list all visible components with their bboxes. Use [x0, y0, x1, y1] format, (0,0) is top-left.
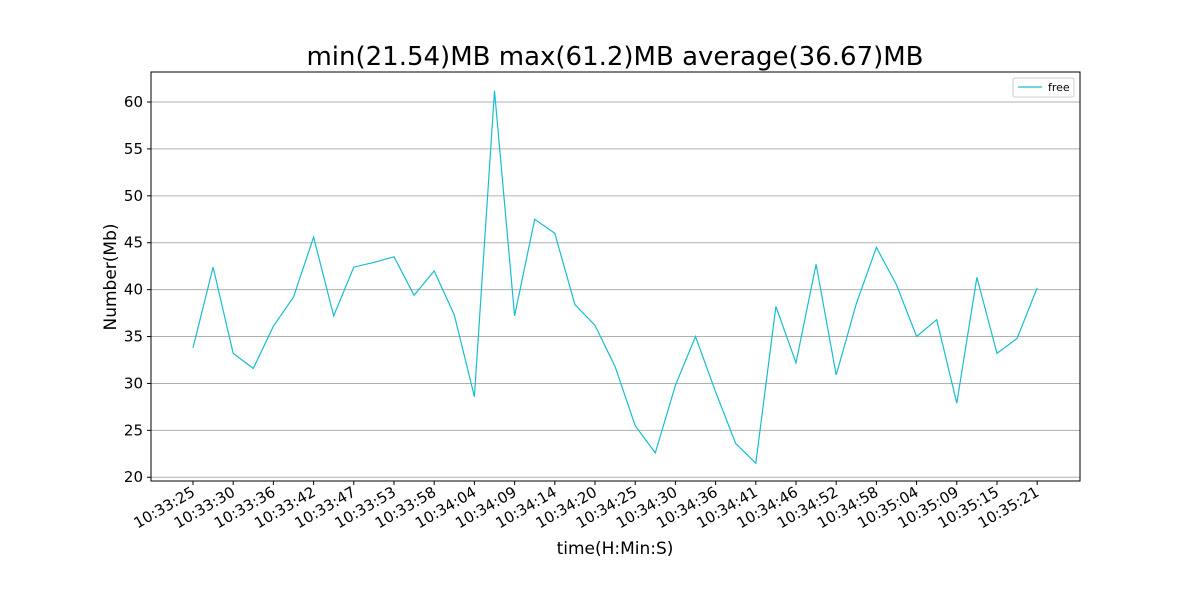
series-layer: [192, 90, 1038, 465]
y-tick-label: 45: [124, 234, 143, 252]
y-tick-label: 35: [124, 328, 143, 346]
y-tick-label: 30: [124, 374, 143, 392]
grid-lines: [151, 101, 1080, 478]
y-tick-label: 50: [124, 187, 143, 205]
y-tick-label: 20: [124, 468, 143, 486]
y-axis: 20 25 30 35 40 45 50 55 60: [124, 93, 151, 486]
y-tick-label: 55: [124, 140, 143, 158]
chart-title: min(21.54)MB max(61.2)MB average(36.67)M…: [306, 42, 923, 72]
legend-label: free: [1048, 81, 1070, 94]
y-tick-label: 25: [124, 421, 143, 439]
legend: free: [1012, 77, 1075, 98]
y-tick-label: 60: [124, 93, 143, 111]
x-axis: 10:33:2510:33:3010:33:3610:33:4210:33:47…: [131, 481, 1042, 532]
plot-frame: [150, 71, 1081, 482]
y-tick-label: 40: [124, 281, 143, 299]
x-axis-label: time(H:Min:S): [557, 539, 674, 559]
y-axis-label: Number(Mb): [101, 223, 121, 330]
legend-box: [1012, 77, 1075, 98]
series-line-free: [192, 90, 1038, 465]
